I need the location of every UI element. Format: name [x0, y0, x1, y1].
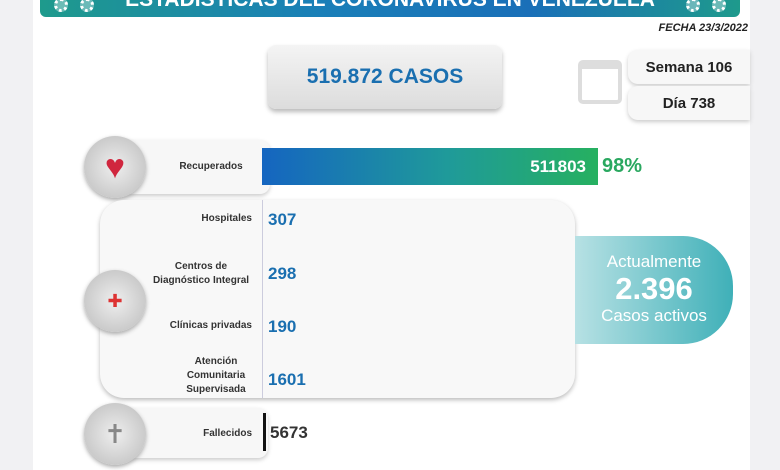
locations-panel — [100, 200, 575, 398]
location-value: 307 — [268, 210, 297, 229]
active-value: 2.396 — [615, 271, 693, 306]
tombstone-icon: ✝ — [84, 403, 146, 465]
header-title: ESTADISTICAS DEL CORONAVIRUS EN VENEZUEL… — [110, 0, 670, 12]
active-cases-badge: Actualmente 2.396 Casos activos — [575, 236, 733, 344]
total-cases: 519.872 CASOS — [268, 45, 502, 109]
recovered-label: Recuperados — [179, 161, 243, 172]
active-line2: Casos activos — [601, 306, 707, 325]
recovered-percent: 98% — [602, 155, 643, 177]
location-value: 1601 — [268, 370, 306, 389]
recovered-value: 511803 — [530, 156, 586, 176]
day-badge: Día 738 — [628, 86, 750, 120]
date-label: FECHA 23/3/2022 — [658, 22, 748, 34]
location-value: 190 — [268, 317, 297, 336]
location-value: 298 — [268, 264, 297, 283]
location-label: Centros de Diagnóstico Integral — [152, 261, 250, 286]
hospital-icon: ✚ — [84, 270, 146, 332]
location-label: Hospitales — [201, 213, 252, 224]
location-label: Clínicas privadas — [169, 320, 252, 331]
recovered-bar: 511803 — [262, 148, 598, 185]
virus-icon — [80, 0, 94, 12]
location-label: Atención Comunitaria Supervisada — [186, 356, 246, 395]
deaths-value: 5673 — [270, 423, 308, 442]
virus-icon — [712, 0, 726, 12]
heart-icon: ♥ — [84, 136, 146, 198]
virus-icon — [686, 0, 700, 12]
header-banner: ESTADISTICAS DEL CORONAVIRUS EN VENEZUEL… — [40, 0, 740, 17]
deaths-label: Fallecidos — [203, 428, 252, 439]
active-line1: Actualmente — [606, 252, 702, 271]
virus-icon — [54, 0, 68, 12]
calendar-icon — [578, 60, 622, 104]
week-badge: Semana 106 — [628, 50, 750, 84]
